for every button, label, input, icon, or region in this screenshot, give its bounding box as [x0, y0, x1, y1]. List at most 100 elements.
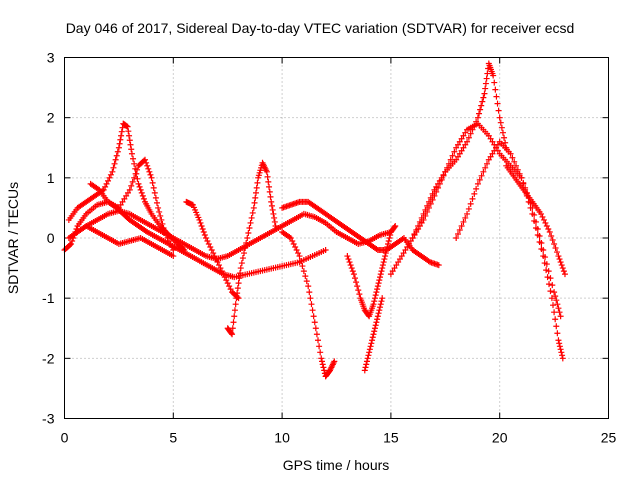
data-point: [145, 165, 152, 172]
data-point: [407, 238, 414, 245]
data-point: [465, 134, 472, 141]
data-point: [495, 107, 502, 114]
data-point: [238, 260, 245, 267]
data-point: [136, 183, 143, 190]
data-point: [484, 160, 491, 167]
data-point: [306, 289, 313, 296]
data-point: [364, 355, 371, 362]
data-point: [396, 256, 403, 263]
data-point: [296, 253, 303, 260]
data-point: [538, 210, 545, 217]
data-point: [234, 285, 241, 292]
y-tick-label: 2: [47, 110, 55, 126]
data-point: [460, 132, 467, 139]
data-point: [242, 245, 249, 252]
data-point: [480, 94, 487, 101]
data-point: [542, 219, 549, 226]
data-point: [295, 250, 302, 257]
data-point: [147, 171, 154, 178]
data-point: [313, 331, 320, 338]
data-point: [345, 256, 352, 263]
x-tick-label: 25: [601, 430, 617, 446]
data-point: [493, 144, 500, 151]
data-point: [205, 241, 212, 248]
data-point: [105, 177, 112, 184]
data-point: [485, 156, 492, 163]
data-point: [355, 287, 362, 294]
data-point: [482, 80, 489, 87]
data-point: [144, 162, 151, 169]
x-tick-label: 20: [492, 430, 508, 446]
data-point: [211, 253, 218, 260]
data-point: [116, 140, 123, 147]
data-point: [464, 138, 471, 145]
data-point: [487, 153, 494, 160]
data-point: [493, 93, 500, 100]
data-point: [292, 244, 299, 251]
data-point: [538, 246, 545, 253]
data-point: [267, 193, 274, 200]
data-point: [373, 319, 380, 326]
chart-title: Day 046 of 2017, Sidereal Day-to-day VTE…: [66, 20, 575, 36]
data-point: [384, 241, 391, 248]
data-point: [556, 256, 563, 263]
data-point: [462, 214, 469, 221]
y-tick-label: -3: [42, 411, 55, 427]
data-point: [180, 246, 187, 253]
data-point: [379, 295, 386, 302]
data-point: [483, 75, 490, 82]
data-point: [550, 302, 557, 309]
data-point: [124, 189, 131, 196]
data-point: [440, 172, 447, 179]
data-point: [487, 135, 494, 142]
data-point: [491, 79, 498, 86]
data-point: [471, 190, 478, 197]
data-point: [66, 242, 73, 249]
data-point: [201, 231, 208, 238]
data-point: [374, 286, 381, 293]
data-point: [138, 189, 145, 196]
data-point: [368, 340, 375, 347]
data-point: [558, 262, 565, 269]
data-point: [536, 239, 543, 246]
data-point: [198, 222, 205, 229]
series-track: [503, 162, 568, 278]
data-point: [422, 212, 429, 219]
data-point: [311, 319, 318, 326]
data-point: [385, 238, 392, 245]
data-point: [498, 124, 505, 131]
series-track: [87, 156, 177, 254]
data-point: [363, 361, 370, 368]
data-point: [308, 301, 315, 308]
data-point: [370, 301, 377, 308]
data-point: [265, 178, 272, 185]
y-tick-label: 3: [47, 50, 55, 66]
data-point: [312, 325, 319, 332]
data-point: [272, 222, 279, 229]
data-point: [251, 199, 258, 206]
axis-ticks: 0 5 10 15 20 25 -3 -2 -1 0 1 2 3: [42, 50, 616, 446]
series-track: [279, 228, 338, 380]
data-point: [392, 222, 399, 229]
data-point: [559, 355, 566, 362]
data-point: [559, 352, 566, 359]
data-point: [467, 130, 474, 137]
data-point: [347, 262, 354, 269]
data-point: [547, 288, 554, 295]
data-points: [61, 60, 568, 380]
data-point: [299, 263, 306, 270]
data-point: [293, 247, 300, 254]
data-point: [545, 225, 552, 232]
data-point: [386, 235, 393, 241]
series-track: [65, 120, 188, 254]
data-point: [532, 224, 539, 231]
data-point: [473, 185, 480, 192]
data-point: [246, 224, 253, 231]
data-point: [289, 238, 296, 245]
data-point: [387, 271, 394, 278]
data-point: [516, 170, 523, 177]
data-point: [249, 209, 256, 216]
data-point: [543, 222, 550, 229]
data-point: [560, 268, 567, 275]
data-point: [425, 204, 432, 211]
